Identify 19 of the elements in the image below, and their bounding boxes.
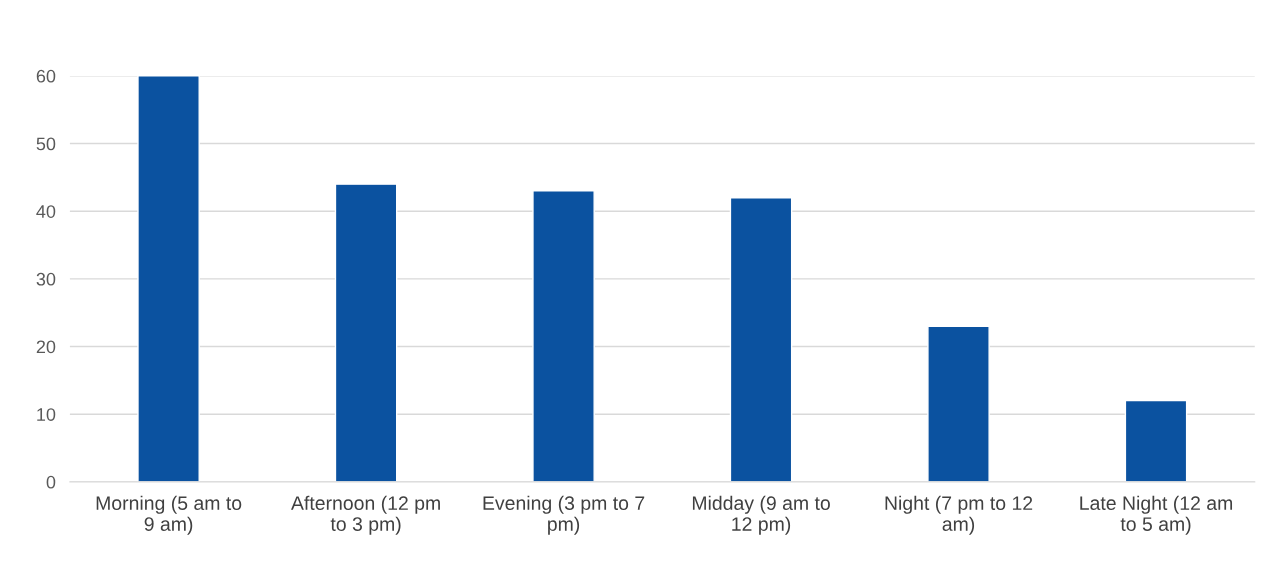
y-tick-label: 30	[36, 272, 56, 286]
y-tick-label: 10	[37, 408, 56, 421]
x-tick-label: Late Night (12 am to 5 am)	[1080, 495, 1233, 535]
x-tick-label: Night (7 pm to 12 am)	[885, 495, 1033, 535]
x-tick-label: Afternoon (12 pm to 3 pm)	[291, 495, 440, 535]
bar	[927, 325, 990, 482]
bar	[532, 190, 595, 482]
y-tick-label: 20	[36, 340, 56, 354]
y-tick-label: 40	[36, 205, 56, 218]
x-tick-label: Midday (9 am to 12 pm)	[692, 495, 830, 535]
bar	[137, 75, 200, 482]
y-tick-label: 50	[36, 137, 56, 151]
bar	[1124, 399, 1188, 482]
x-tick-label: Morning (5 am to 9 am)	[96, 495, 242, 535]
bar	[334, 183, 398, 482]
bar	[729, 196, 793, 482]
y-tick-label: 60	[36, 69, 56, 83]
y-tick-label: 0	[46, 475, 56, 489]
x-tick-label: Evening (3 pm to 7 pm)	[483, 495, 645, 535]
